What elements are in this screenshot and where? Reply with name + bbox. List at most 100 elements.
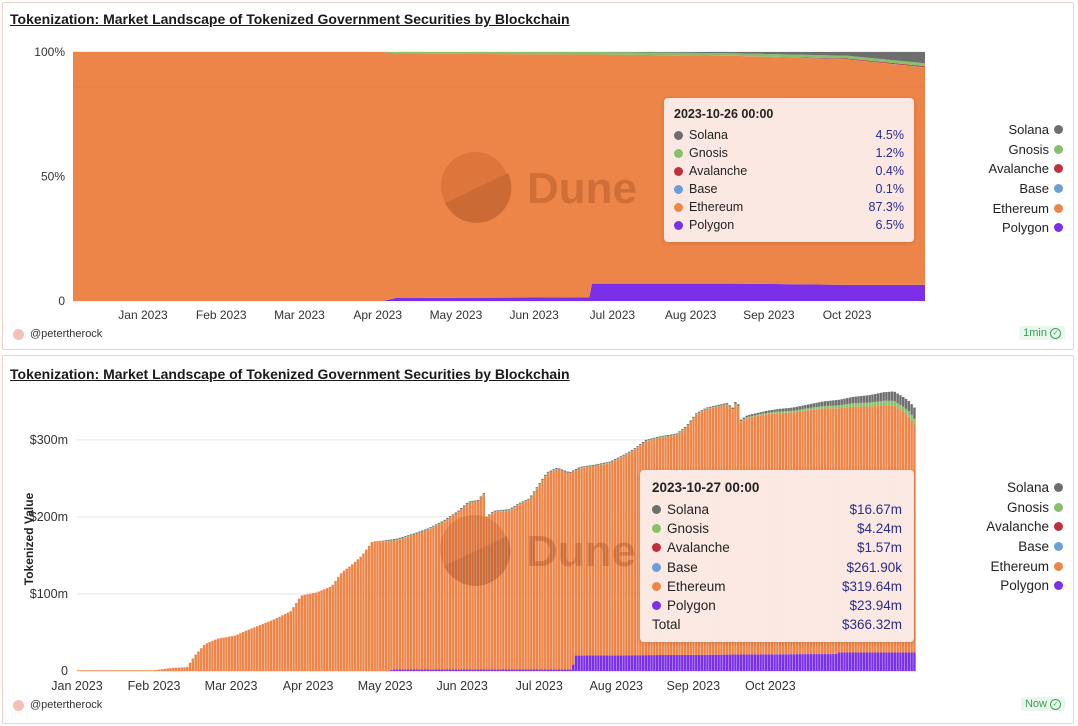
x-tick-label: Apr 2023 [353,308,402,322]
bar [558,468,561,671]
bar-segment-solana [462,505,466,507]
bar [286,612,290,671]
bar [496,510,499,671]
bar-segment-ethereum [409,535,413,670]
bar-segment-ethereum [146,670,150,671]
bar-segment-polygon [432,669,435,671]
bar [225,637,228,671]
area-series-solana [73,52,925,64]
bar-segment-gnosis [681,430,684,431]
bar-segment-solana [535,487,539,489]
bar-segment-polygon [619,655,622,671]
bar-segment-gnosis [574,469,578,471]
bar-segment-gnosis [801,409,804,412]
bar-segment-polygon [776,654,779,671]
bar [583,466,586,671]
bar-segment-ethereum [303,594,306,671]
bar-segment-gnosis [591,465,595,467]
bar [180,667,183,671]
bar-segment-polygon [532,669,536,671]
bar-segment-ethereum [166,668,169,671]
bar-segment-solana [504,509,508,511]
bar-segment-ethereum [574,470,578,656]
bar-segment-polygon [409,669,413,671]
bar-segment-gnosis [818,406,821,409]
chart-title[interactable]: Tokenization: Market Landscape of Tokeni… [10,366,570,382]
bar-segment-gnosis [876,401,880,406]
bar-segment-solana [566,471,569,473]
bar-segment-ethereum [613,460,617,656]
legend-item-base[interactable]: Base [986,537,1063,557]
x-tick-label: Mar 2023 [205,679,258,693]
bar-segment-solana [558,468,561,470]
bar-segment-ethereum [169,668,172,671]
legend-item-ethereum[interactable]: Ethereum [989,198,1063,218]
bar-segment-polygon [773,654,776,671]
bar-segment-ethereum [599,464,603,656]
bar-segment-polygon [826,654,829,671]
legend-swatch [1054,581,1063,591]
legend-item-polygon[interactable]: Polygon [986,576,1063,596]
author-attribution[interactable]: @petertherock [13,699,102,711]
bar-segment-solana [457,510,460,512]
bar-segment-polygon [823,654,827,671]
bar-segment-ethereum [348,566,351,671]
bar-segment-gnosis [488,515,491,516]
legend-item-avalanche[interactable]: Avalanche [986,517,1063,537]
refresh-badge[interactable]: 1min ✓ [1019,326,1065,340]
bar [580,466,583,671]
watermark-logo [440,515,508,583]
bar-segment-ethereum [465,504,469,670]
legend-item-ethereum[interactable]: Ethereum [986,556,1063,576]
legend-item-base[interactable]: Base [989,179,1063,199]
bar-segment-polygon [390,670,393,671]
bar [121,670,125,671]
bar-segment-gnosis [692,417,695,419]
bar [370,541,374,671]
legend-label: Base [1019,181,1049,197]
bar-segment-solana [717,404,720,406]
bar [191,658,195,671]
bar [485,516,488,671]
bar-segment-polygon [560,669,564,671]
bar-segment-ethereum [82,670,86,671]
bar-segment-ethereum [345,568,348,671]
author-attribution[interactable]: @petertherock [13,328,102,340]
legend-item-polygon[interactable]: Polygon [989,218,1063,238]
bar-segment-polygon [462,669,466,671]
bar-segment-ethereum [286,612,290,671]
bar-segment-ethereum [351,564,354,671]
chart-title[interactable]: Tokenization: Market Landscape of Tokeni… [10,11,570,27]
legend-item-gnosis[interactable]: Gnosis [989,140,1063,160]
bar [155,669,158,671]
bar [521,501,525,671]
bar-segment-ethereum [608,463,611,656]
bar-segment-solana [795,406,799,411]
bar-segment-gnosis [507,510,511,511]
bar-segment-polygon [426,669,430,671]
bar-segment-gnosis [426,529,430,531]
legend-item-solana[interactable]: Solana [986,478,1063,498]
bar-segment-solana [644,439,648,441]
bar-segment-ethereum [188,662,192,671]
bar-segment-ethereum [376,541,379,671]
bar-segment-gnosis [860,402,863,407]
bar-segment-gnosis [773,412,776,414]
bar [85,670,88,671]
tooltip-series-name: Gnosis [689,146,728,160]
bar-segment-solana [725,403,729,405]
bar-segment-polygon [412,669,416,671]
bar-segment-polygon [739,654,743,671]
legend-item-avalanche[interactable]: Avalanche [989,159,1063,179]
bar-segment-solana [695,413,698,415]
bar-segment-ethereum [474,502,477,670]
bar-segment-solana [764,410,768,414]
legend-item-gnosis[interactable]: Gnosis [986,498,1063,518]
bar-segment-polygon [493,669,497,671]
bar-segment-gnosis [840,404,843,408]
legend-item-solana[interactable]: Solana [989,120,1063,140]
bar-segment-ethereum [362,553,365,671]
bar-segment-solana [395,538,399,540]
bar-segment-gnosis [440,522,444,524]
refresh-badge[interactable]: Now ✓ [1020,697,1065,711]
